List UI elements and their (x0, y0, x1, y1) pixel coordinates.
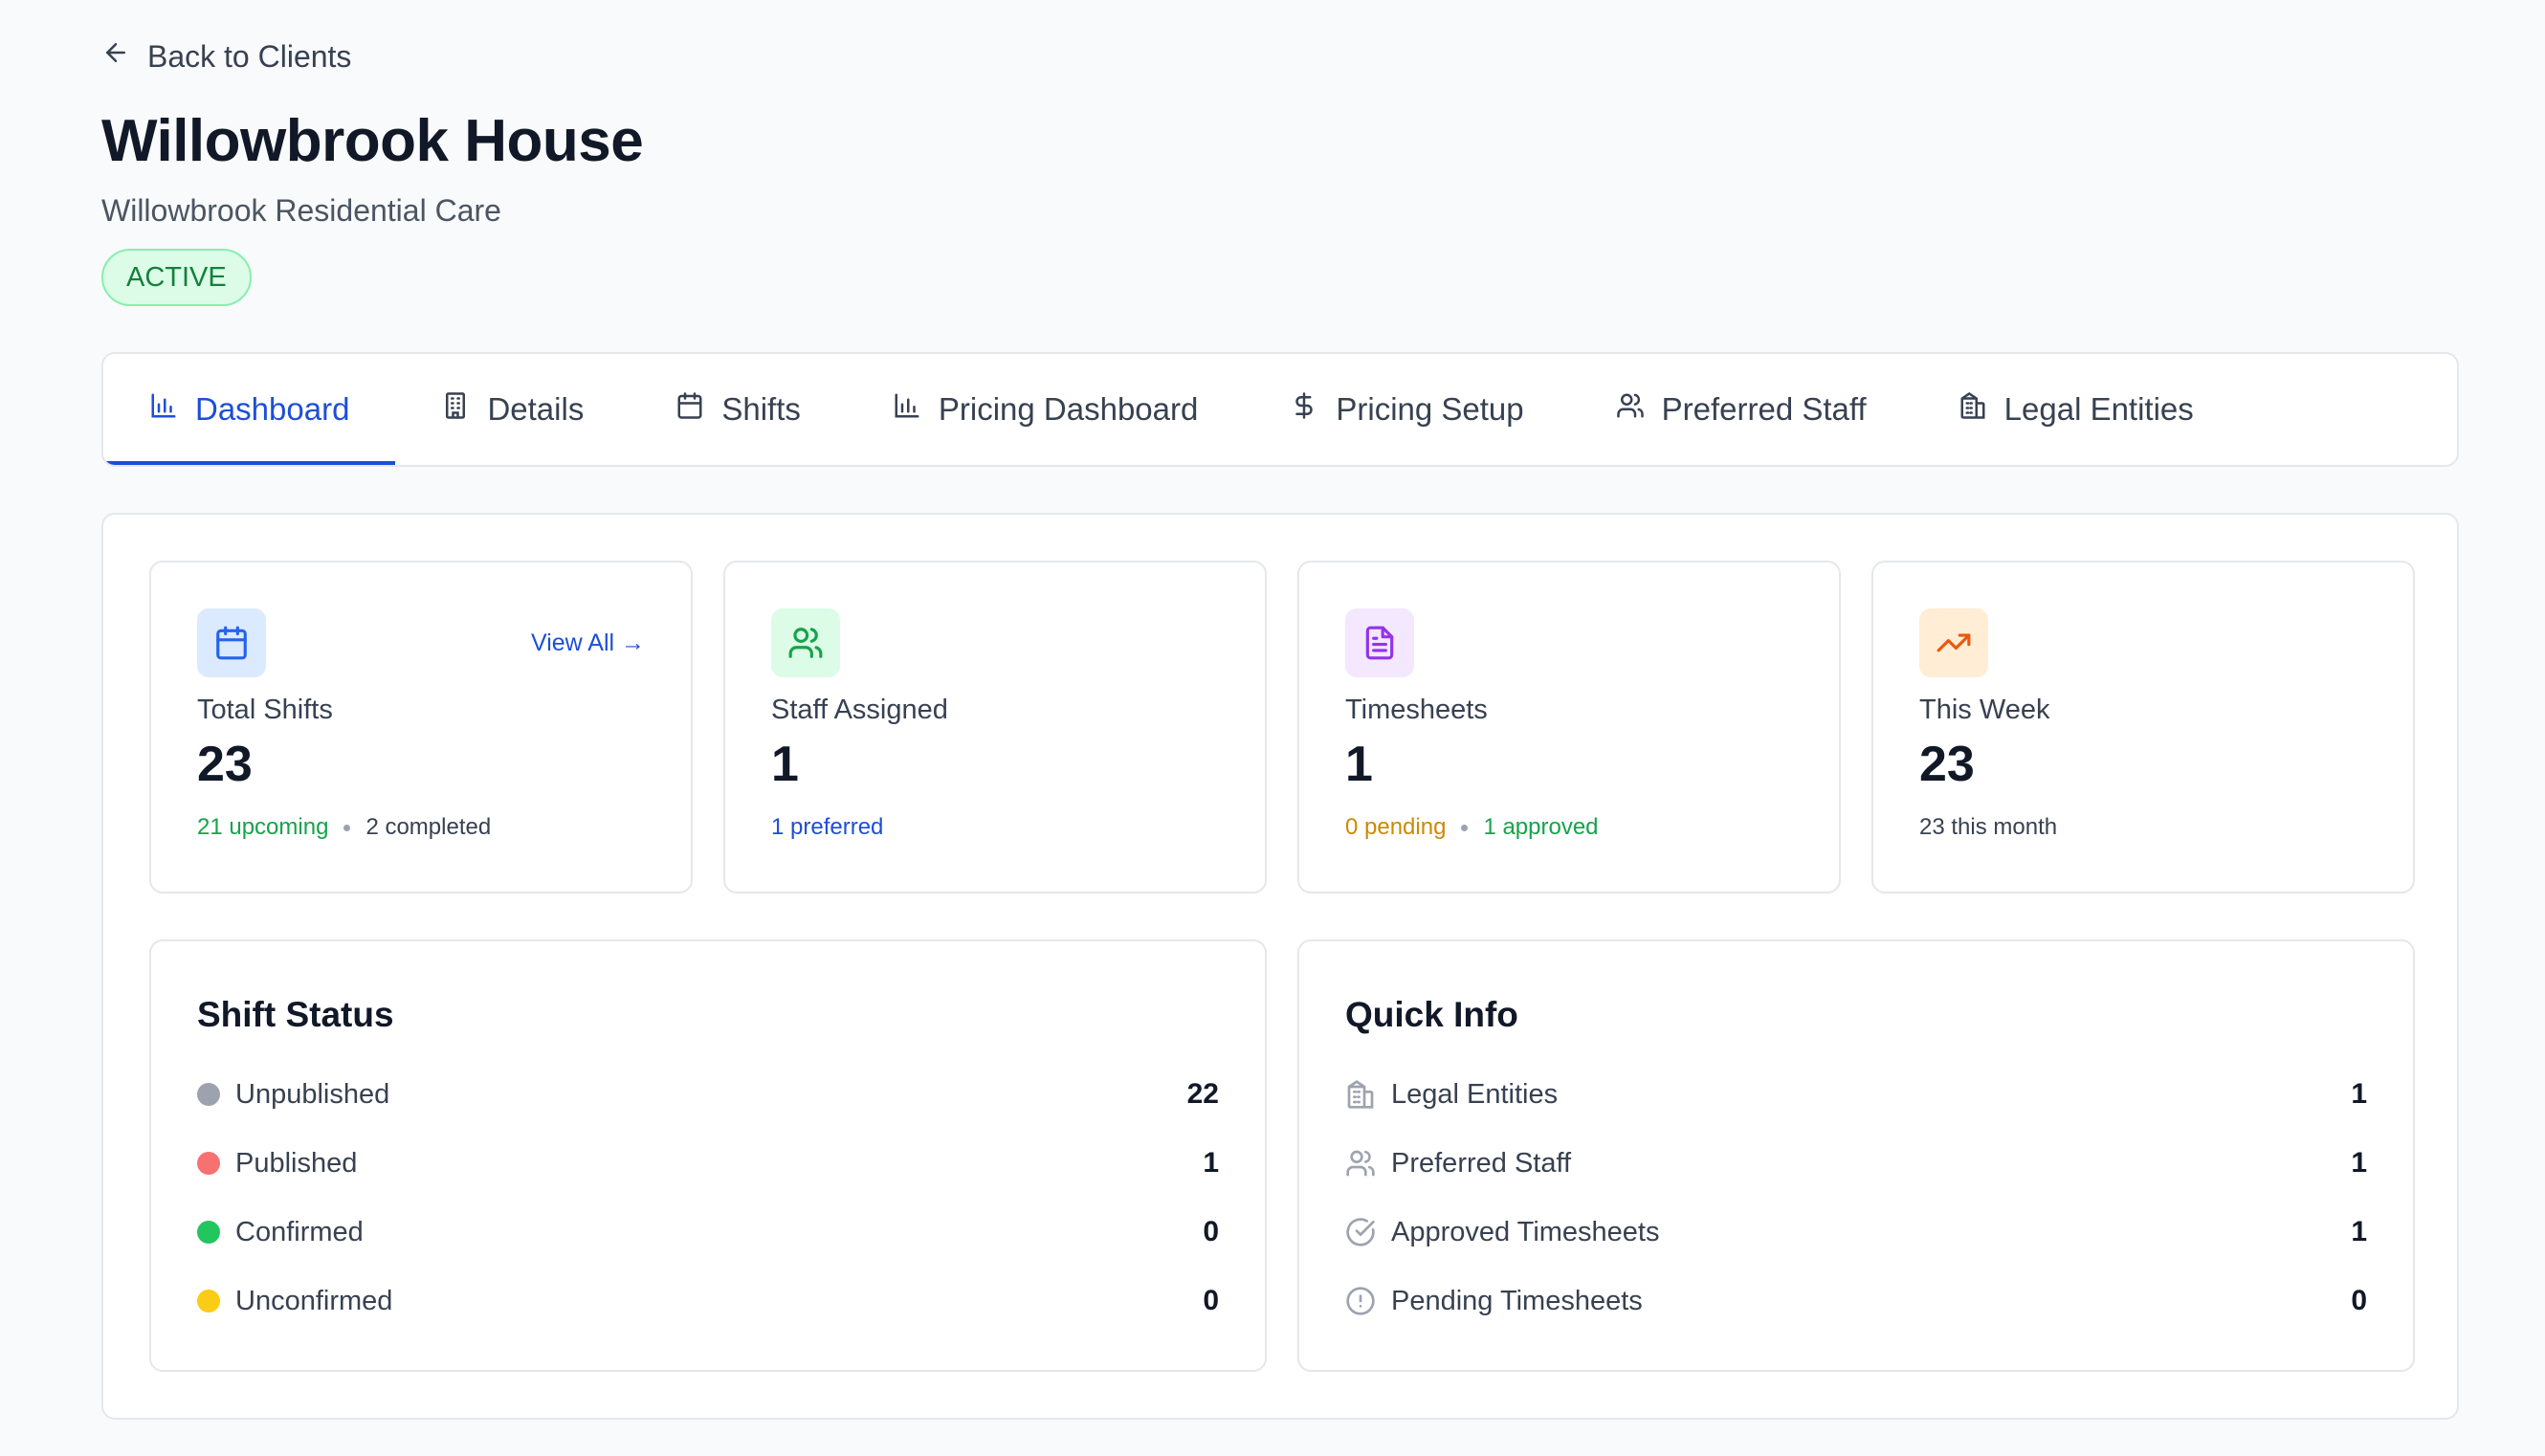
dollar-icon (1290, 391, 1318, 428)
status-dot (197, 1221, 220, 1244)
stat-card-staff-assigned: Staff Assigned 1 1 preferred (723, 561, 1267, 893)
calendar-icon (675, 391, 704, 428)
separator-dot (1461, 824, 1469, 831)
row-value: 0 (1203, 1216, 1219, 1247)
shift-status-card: Shift Status Unpublished 22 Published 1 … (149, 939, 1267, 1372)
pending-count: 0 pending (1345, 814, 1447, 840)
info-row-approved-timesheets: Approved Timesheets 1 (1345, 1198, 2367, 1267)
status-row-published: Published 1 (197, 1129, 1219, 1198)
stat-meta: 1 preferred (771, 814, 1219, 841)
stat-label: Staff Assigned (771, 695, 948, 725)
status-row-confirmed: Confirmed 0 (197, 1198, 1219, 1267)
status-badge: ACTIVE (101, 249, 252, 306)
stat-card-this-week: This Week 23 23 this month (1871, 561, 2415, 893)
back-to-clients-link[interactable]: Back to Clients (101, 38, 351, 75)
row-label: Unconfirmed (235, 1285, 393, 1316)
page-title: Willowbrook House (101, 108, 644, 174)
status-row-unpublished: Unpublished 22 (197, 1060, 1219, 1129)
row-label: Published (235, 1147, 358, 1179)
info-row-preferred-staff: Preferred Staff 1 (1345, 1129, 2367, 1198)
status-dot (197, 1083, 220, 1106)
tab-label: Pricing Setup (1336, 391, 1524, 427)
tab-label: Dashboard (195, 391, 350, 427)
stat-meta: 0 pending 1 approved (1345, 814, 1793, 841)
status-dot (197, 1290, 220, 1313)
bar-chart-icon (149, 391, 178, 428)
row-value: 0 (2351, 1285, 2367, 1316)
users-icon (771, 608, 840, 677)
stat-value: 1 (1345, 737, 1373, 792)
view-all-shifts-link[interactable]: View All → (530, 629, 645, 656)
buildings-icon (1345, 1079, 1376, 1110)
row-label: Preferred Staff (1391, 1147, 1572, 1179)
stat-label: Total Shifts (197, 695, 333, 725)
tab-dashboard[interactable]: Dashboard (103, 354, 396, 465)
tab-shifts[interactable]: Shifts (630, 354, 847, 465)
preferred-count: 1 preferred (771, 814, 884, 840)
stat-card-timesheets: Timesheets 1 0 pending 1 approved (1297, 561, 1841, 893)
stat-value: 1 (771, 737, 799, 792)
tab-pricing-dashboard[interactable]: Pricing Dashboard (847, 354, 1244, 465)
tab-bar: Dashboard Details Shifts Pricing Dashboa… (101, 352, 2459, 467)
tab-label: Shifts (721, 391, 801, 427)
status-row-unconfirmed: Unconfirmed 0 (197, 1267, 1219, 1335)
row-label: Confirmed (235, 1216, 364, 1247)
month-count: 23 this month (1919, 814, 2058, 840)
stats-row: View All → Total Shifts 23 21 upcoming 2… (149, 561, 2415, 893)
info-row-pending-timesheets: Pending Timesheets 0 (1345, 1267, 2367, 1335)
row-value: 1 (2351, 1078, 2367, 1110)
info-row-legal-entities: Legal Entities 1 (1345, 1060, 2367, 1129)
row-value: 1 (1203, 1147, 1219, 1179)
row-value: 1 (2351, 1147, 2367, 1179)
stat-meta: 21 upcoming 2 completed (197, 814, 645, 841)
row-value: 1 (2351, 1216, 2367, 1247)
tab-label: Pricing Dashboard (938, 391, 1199, 427)
tab-label: Preferred Staff (1661, 391, 1867, 427)
bottom-row: Shift Status Unpublished 22 Published 1 … (149, 939, 2415, 1372)
stat-meta: 23 this month (1919, 814, 2367, 841)
tab-preferred-staff[interactable]: Preferred Staff (1570, 354, 1913, 465)
trending-up-icon (1919, 608, 1988, 677)
row-label: Approved Timesheets (1391, 1216, 1660, 1247)
users-icon (1616, 391, 1645, 428)
stat-label: This Week (1919, 695, 2050, 725)
approved-count: 1 approved (1483, 814, 1599, 840)
row-label: Unpublished (235, 1078, 390, 1110)
row-label: Pending Timesheets (1391, 1285, 1643, 1316)
buildings-icon (1959, 391, 1987, 428)
tab-legal-entities[interactable]: Legal Entities (1913, 354, 2240, 465)
stat-label: Timesheets (1345, 695, 1488, 725)
stat-value: 23 (197, 737, 253, 792)
tab-details[interactable]: Details (395, 354, 630, 465)
row-value: 0 (1203, 1285, 1219, 1316)
stat-card-total-shifts: View All → Total Shifts 23 21 upcoming 2… (149, 561, 693, 893)
users-icon (1345, 1148, 1376, 1179)
check-circle-icon (1345, 1217, 1376, 1247)
tab-pricing-setup[interactable]: Pricing Setup (1244, 354, 1569, 465)
separator-dot (343, 824, 351, 831)
alert-circle-icon (1345, 1286, 1376, 1316)
tab-label: Legal Entities (2003, 391, 2194, 427)
arrow-left-icon (101, 38, 130, 75)
status-dot (197, 1152, 220, 1175)
page-subtitle: Willowbrook Residential Care (101, 193, 501, 228)
stat-value: 23 (1919, 737, 1975, 792)
dashboard-panel: View All → Total Shifts 23 21 upcoming 2… (101, 513, 2459, 1420)
completed-count: 2 completed (365, 814, 492, 840)
document-icon (1345, 608, 1414, 677)
row-value: 22 (1186, 1078, 1219, 1110)
card-title: Shift Status (197, 995, 394, 1034)
bar-chart-icon (893, 391, 921, 428)
upcoming-count: 21 upcoming (197, 814, 329, 840)
calendar-icon (197, 608, 266, 677)
row-label: Legal Entities (1391, 1078, 1559, 1110)
tab-label: Details (487, 391, 585, 427)
back-label: Back to Clients (147, 38, 352, 74)
building-icon (441, 391, 470, 428)
card-title: Quick Info (1345, 995, 1518, 1034)
quick-info-card: Quick Info Legal Entities 1 (1297, 939, 2415, 1372)
